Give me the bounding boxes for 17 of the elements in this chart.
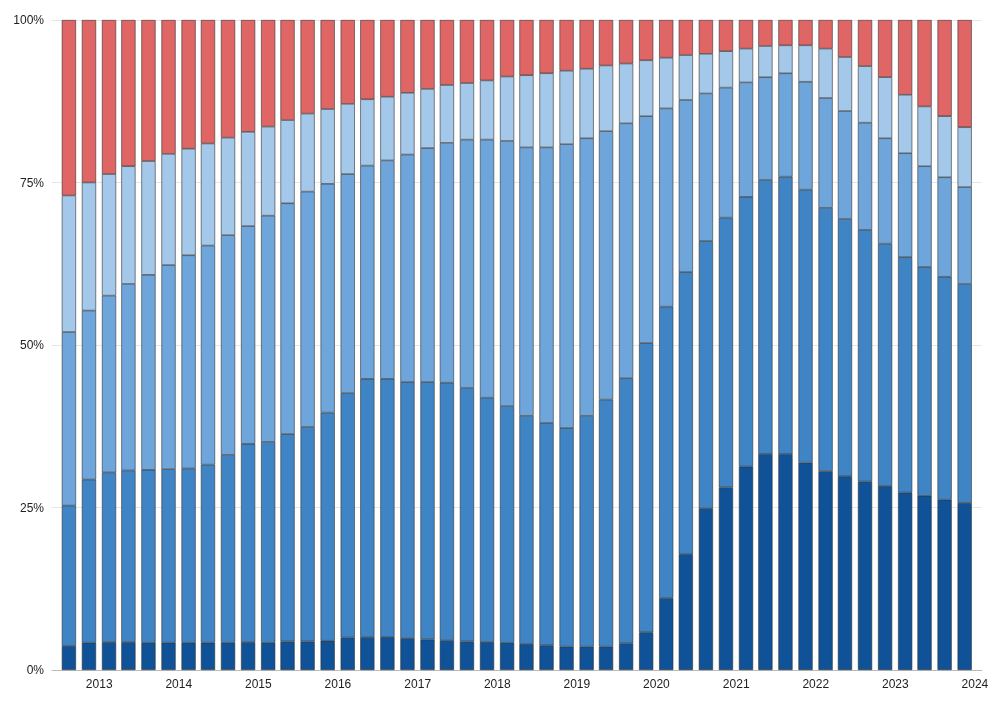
y-tick-label: 50% bbox=[19, 338, 45, 352]
y-tick-label: 0% bbox=[26, 663, 45, 677]
x-tick-label: 2022 bbox=[802, 677, 830, 691]
x-tick-label: 2014 bbox=[165, 677, 193, 691]
y-tick-label: 75% bbox=[19, 175, 45, 190]
x-tick-label: 2017 bbox=[404, 677, 432, 691]
x-tick-label: 2023 bbox=[881, 677, 910, 691]
x-tick-label: 2019 bbox=[563, 677, 591, 691]
x-tick-label: 2015 bbox=[244, 677, 273, 691]
y-tick-label: 100% bbox=[13, 13, 45, 27]
x-tick-label: 2024 bbox=[961, 677, 989, 691]
x-tick-label: 2016 bbox=[324, 677, 352, 691]
x-tick-label: 2020 bbox=[643, 677, 671, 691]
x-tick-label: 2013 bbox=[85, 677, 113, 691]
x-tick-label: 2018 bbox=[483, 677, 511, 691]
y-tick-label: 25% bbox=[19, 500, 45, 515]
x-tick-label: 2021 bbox=[722, 677, 750, 691]
